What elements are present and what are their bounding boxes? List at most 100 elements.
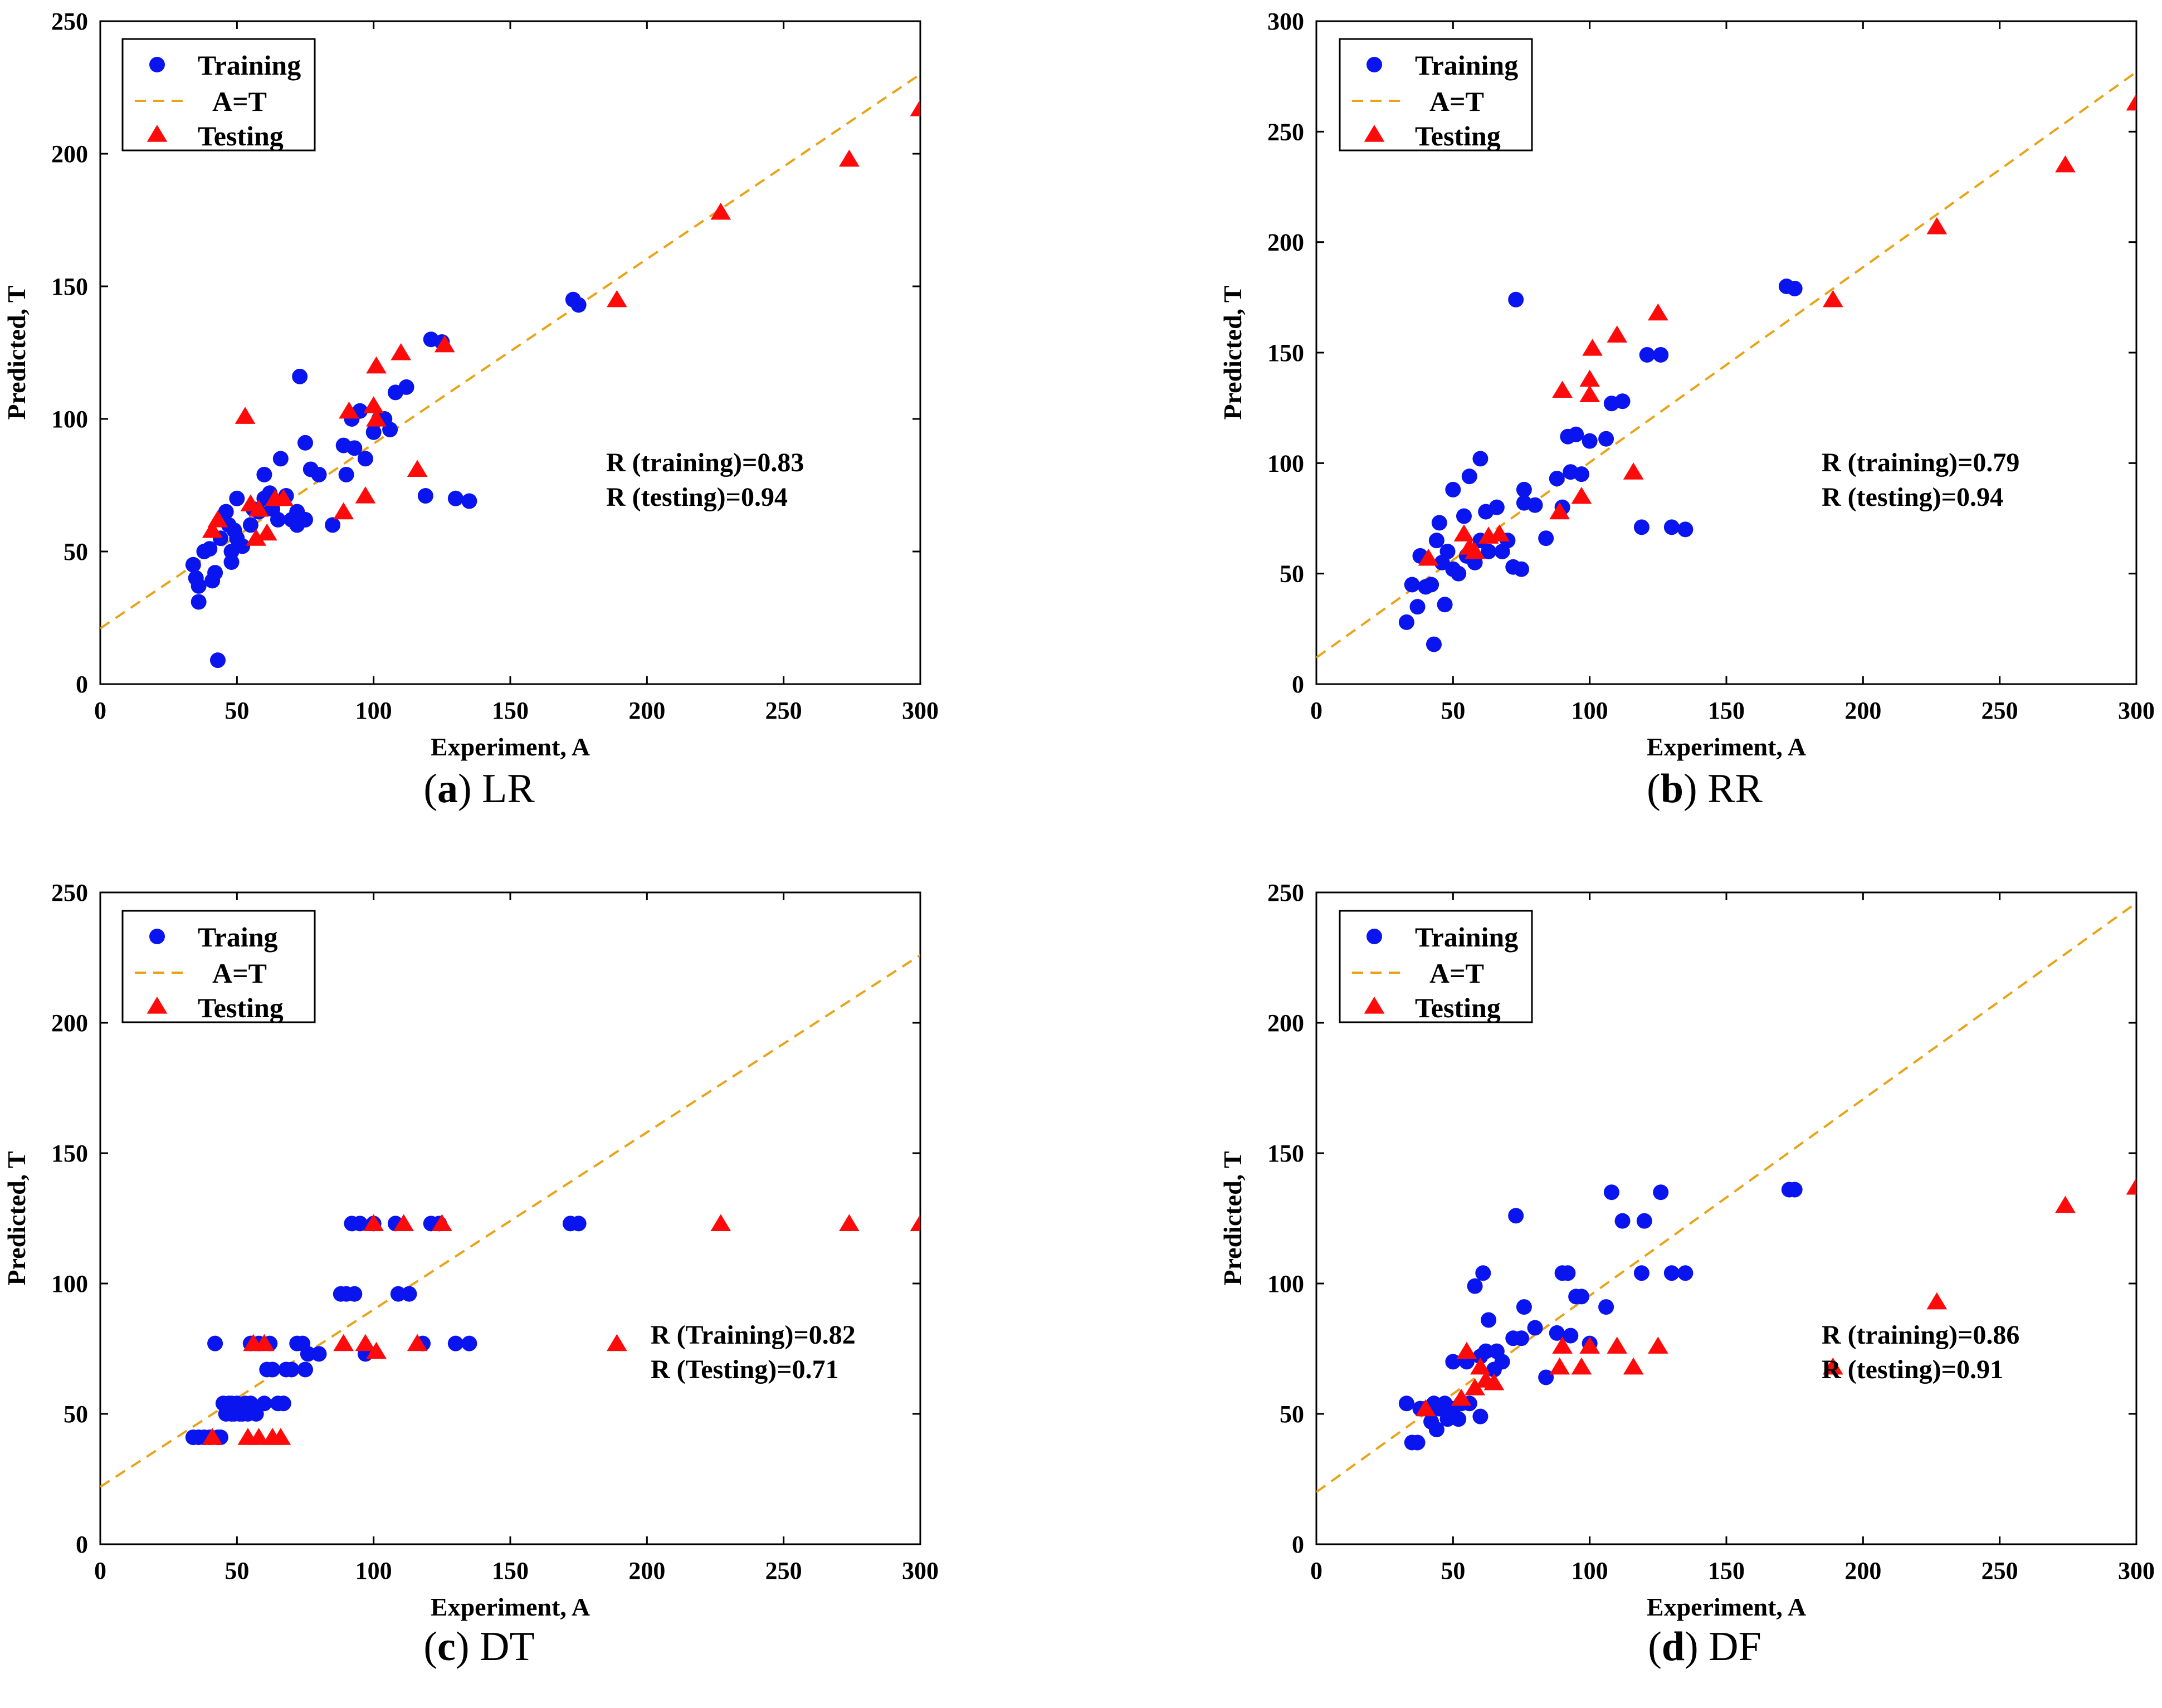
y-tick-label: 200 <box>1267 229 1304 256</box>
x-tick-label: 300 <box>902 697 939 724</box>
training-point <box>1451 1411 1467 1427</box>
y-axis-label: Predicted, T <box>1218 1151 1247 1285</box>
r-value-annotation: R (testing)=0.91 <box>1822 1355 2003 1384</box>
training-point <box>461 493 477 509</box>
x-tick-label: 0 <box>1310 1557 1322 1584</box>
training-point <box>1508 1208 1524 1224</box>
panel-caption: (d) DF <box>1648 1624 1761 1670</box>
testing-point <box>710 202 731 220</box>
training-point <box>256 466 272 482</box>
y-tick-label: 150 <box>51 1140 88 1167</box>
testing-point <box>1607 1336 1628 1354</box>
training-point <box>447 1335 463 1351</box>
training-point <box>207 565 223 581</box>
training-point <box>248 1406 264 1422</box>
training-point <box>390 1286 406 1302</box>
training-point <box>1481 544 1497 559</box>
x-tick-label: 200 <box>628 697 665 724</box>
training-point <box>265 1361 281 1378</box>
testing-point <box>1465 1378 1485 1395</box>
y-tick-label: 100 <box>1267 450 1304 477</box>
testing-point <box>1552 380 1573 398</box>
training-point <box>1527 1320 1543 1336</box>
legend-label-1: A=T <box>212 86 267 117</box>
testing-point <box>1571 486 1592 504</box>
testing-point <box>434 335 455 353</box>
y-tick-label: 50 <box>1280 560 1304 588</box>
training-point <box>357 451 373 467</box>
testing-point <box>1571 1357 1592 1375</box>
testing-point <box>1607 325 1628 343</box>
training-point <box>1488 499 1505 515</box>
training-point <box>1653 1184 1669 1201</box>
x-tick-label: 250 <box>765 1557 802 1584</box>
training-point <box>1439 544 1456 559</box>
r-value-annotation: R (testing)=0.94 <box>1822 482 2003 512</box>
testing-point <box>202 1428 223 1445</box>
training-point <box>1456 508 1472 524</box>
training-point <box>1514 561 1529 577</box>
testing-point <box>355 1334 376 1351</box>
testing-point <box>1418 548 1439 566</box>
legend-label-2: Testing <box>198 992 284 1023</box>
training-point <box>398 379 414 395</box>
x-tick-label: 50 <box>225 1557 249 1584</box>
y-tick-label: 150 <box>1267 339 1304 367</box>
y-tick-label: 250 <box>51 879 88 906</box>
training-point <box>1614 393 1631 409</box>
testing-point <box>607 1334 627 1351</box>
testing-point <box>391 343 412 360</box>
training-point <box>1639 347 1655 363</box>
y-tick-label: 200 <box>1267 1009 1304 1037</box>
training-point <box>275 1395 291 1412</box>
training-point <box>1481 1312 1497 1328</box>
x-tick-label: 200 <box>1844 697 1881 724</box>
x-tick-label: 200 <box>628 1557 665 1584</box>
x-tick-label: 300 <box>2118 1557 2155 1584</box>
testing-point <box>246 529 267 546</box>
testing-point <box>1926 1292 1948 1310</box>
training-point <box>1573 466 1589 482</box>
y-axis-label: Predicted, T <box>2 285 31 419</box>
y-tick-label: 250 <box>51 8 88 35</box>
testing-point <box>1470 1357 1491 1375</box>
x-tick-label: 150 <box>492 697 529 724</box>
training-point <box>1431 515 1447 531</box>
fit-line-a-equals-t <box>1316 902 2136 1494</box>
training-point <box>365 424 382 440</box>
panel-caption: (c) DT <box>423 1624 534 1670</box>
legend-testing-marker <box>1364 125 1385 142</box>
training-point <box>1445 481 1461 497</box>
panel-caption: (b) RR <box>1647 766 1763 812</box>
testing-point <box>333 1334 354 1351</box>
training-point <box>1426 636 1442 652</box>
training-point <box>1563 1328 1579 1344</box>
y-tick-label: 200 <box>51 140 88 168</box>
y-tick-label: 0 <box>1292 1531 1304 1558</box>
x-tick-label: 300 <box>2118 697 2155 724</box>
panel-caption: (a) LR <box>423 766 535 812</box>
training-point <box>1633 1265 1649 1281</box>
x-tick-label: 50 <box>225 697 249 724</box>
testing-point <box>235 407 256 424</box>
testing-point <box>2126 93 2136 111</box>
legend-testing-marker <box>147 125 168 142</box>
training-point <box>1527 497 1543 513</box>
testing-point <box>910 1214 920 1231</box>
training-point <box>311 466 327 482</box>
x-tick-label: 100 <box>355 697 392 724</box>
testing-point <box>248 499 269 517</box>
y-tick-label: 50 <box>1280 1400 1304 1428</box>
training-point <box>570 297 587 313</box>
training-point <box>1677 521 1694 538</box>
x-tick-label: 250 <box>1982 697 2018 724</box>
testing-point <box>363 1214 384 1231</box>
training-point <box>346 1286 363 1302</box>
x-tick-label: 100 <box>1572 697 1608 724</box>
y-tick-label: 0 <box>76 671 88 698</box>
training-point <box>1437 597 1453 613</box>
training-point <box>1404 577 1420 593</box>
x-axis-label: Experiment, A <box>431 733 590 761</box>
